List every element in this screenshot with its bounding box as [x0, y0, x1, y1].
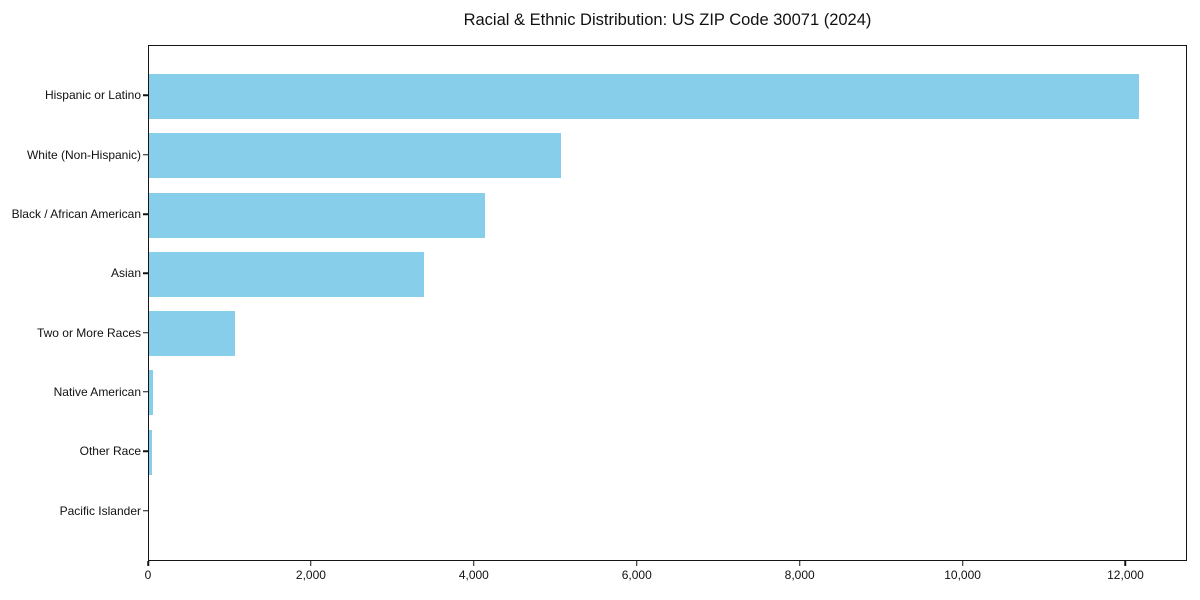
- chart-title: Racial & Ethnic Distribution: US ZIP Cod…: [463, 11, 872, 29]
- x-tick-label-2-000: 2,000: [295, 568, 326, 582]
- x-tick-label-6-000: 6,000: [621, 568, 652, 582]
- y-tick-mark: [143, 153, 148, 156]
- x-tick-label-12-000: 12,000: [1107, 568, 1144, 582]
- plot-area: [148, 45, 1187, 561]
- x-tick-mark: [1124, 561, 1127, 566]
- bar-other-race: [149, 429, 152, 475]
- x-tick-mark: [147, 561, 149, 566]
- x-tick-label-0: 0: [144, 568, 152, 582]
- y-tick-label-pacific-islander: Pacific Islander: [59, 503, 141, 518]
- x-tick-mark: [798, 561, 801, 566]
- y-tick-mark: [143, 331, 148, 334]
- y-tick-mark: [143, 509, 148, 512]
- y-tick-label-hispanic-or-latino: Hispanic or Latino: [44, 88, 141, 103]
- x-tick-label-4-000: 4,000: [458, 568, 489, 582]
- bar-black-african-american: [149, 192, 485, 238]
- y-tick-label-two-or-more-races: Two or More Races: [36, 325, 141, 340]
- y-tick-label-asian: Asian: [110, 266, 141, 281]
- bar-hispanic-or-latino: [149, 73, 1139, 119]
- x-tick-mark: [310, 561, 312, 566]
- y-tick-label-native-american: Native American: [53, 384, 141, 399]
- bar-asian: [149, 251, 424, 297]
- y-tick-mark: [143, 272, 148, 275]
- x-tick-mark: [635, 561, 638, 566]
- x-tick-mark: [961, 561, 964, 566]
- y-tick-mark: [143, 94, 148, 97]
- bar-two-or-more-races: [149, 311, 235, 357]
- y-tick-label-other-race: Other Race: [79, 444, 141, 459]
- x-tick-label-8-000: 8,000: [784, 568, 815, 582]
- y-tick-mark: [143, 391, 148, 393]
- y-tick-mark: [143, 213, 148, 215]
- y-tick-label-white-non-hispanic: White (Non-Hispanic): [26, 147, 141, 162]
- y-tick-label-black-african-american: Black / African American: [11, 207, 141, 222]
- y-tick-mark: [143, 450, 148, 453]
- x-tick-mark: [473, 561, 475, 566]
- bar-white-non-hispanic: [149, 133, 562, 179]
- x-tick-label-10-000: 10,000: [944, 568, 981, 582]
- bar-native-american: [149, 370, 154, 416]
